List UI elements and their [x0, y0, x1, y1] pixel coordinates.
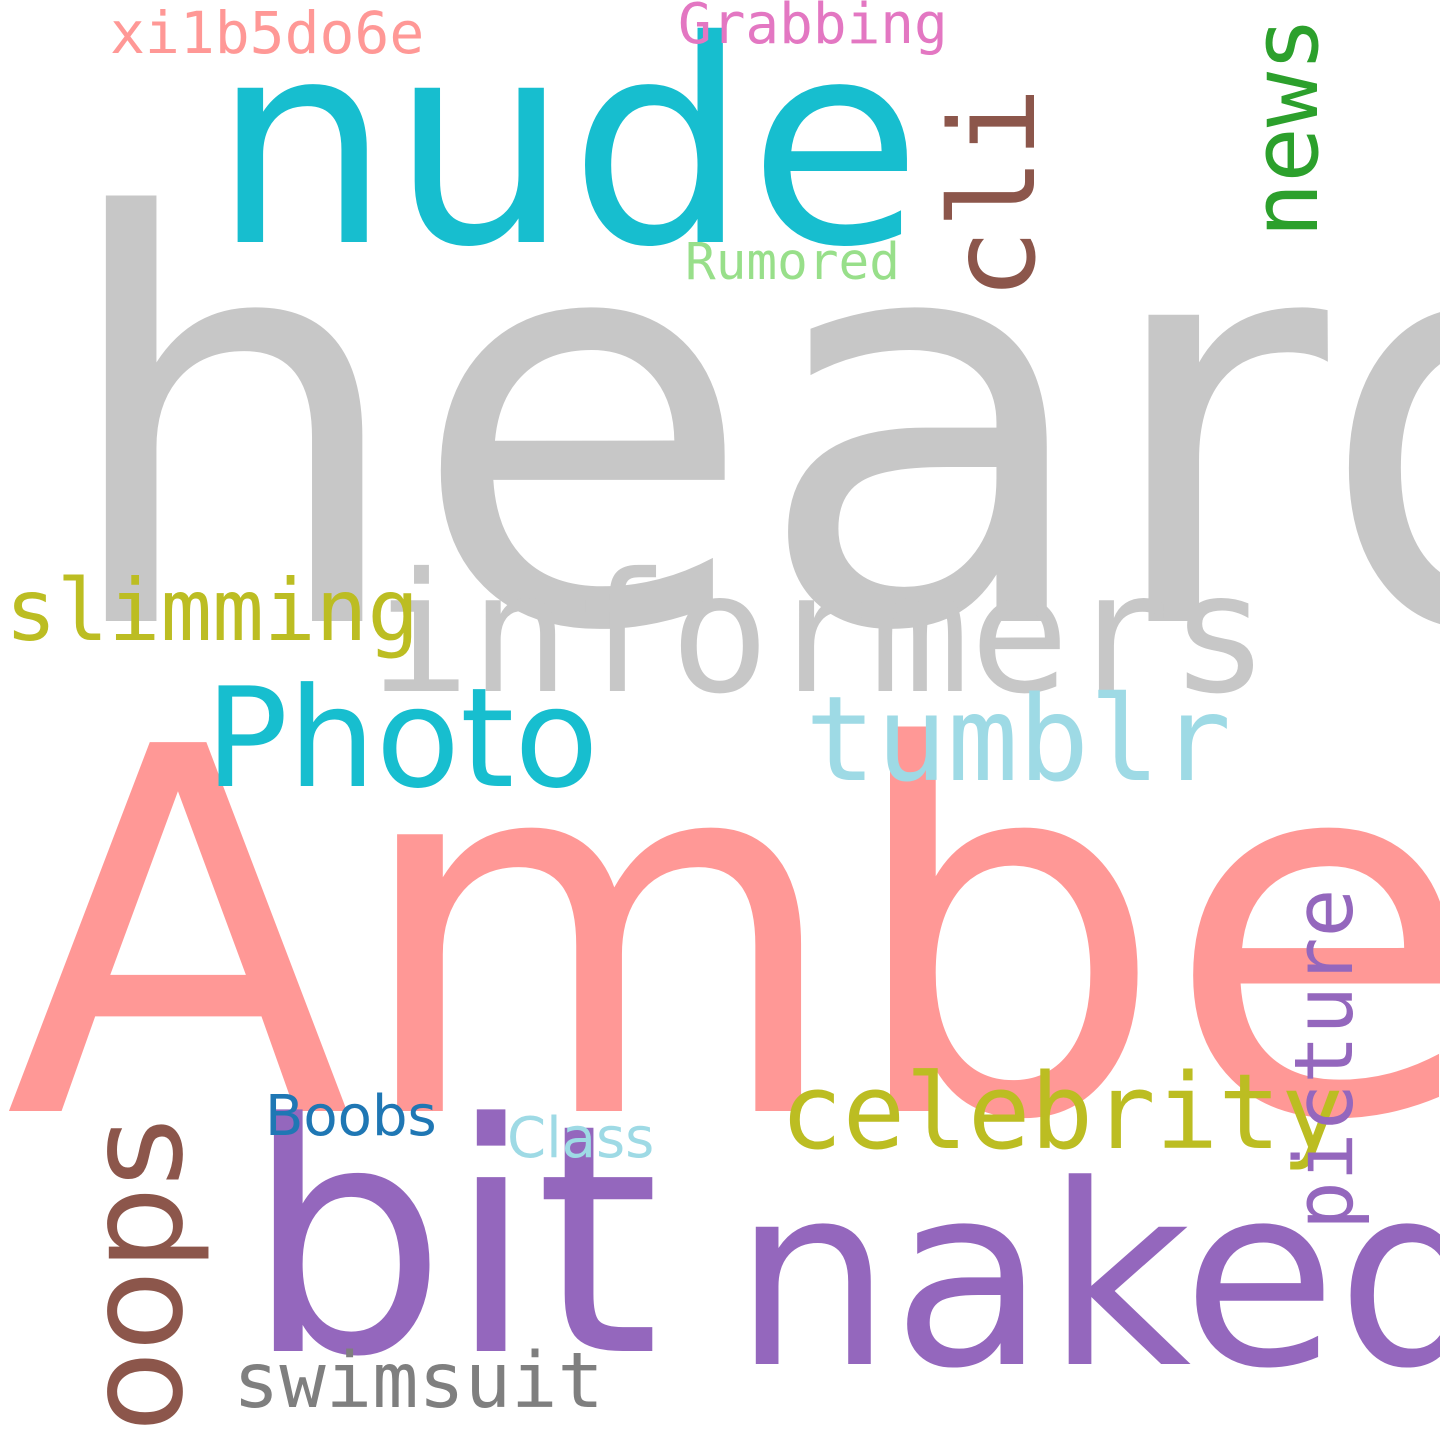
word-informers: informers [370, 538, 1270, 731]
word-celebrity: celebrity [780, 1051, 1344, 1173]
word-picture: picture [1278, 888, 1372, 1230]
word-boobs: Boobs [265, 1084, 437, 1149]
word-heard: heard [55, 102, 1440, 754]
word-swimsuit: swimsuit [233, 1337, 604, 1426]
word-photo: Photo [205, 658, 599, 819]
word-cli: cli [924, 86, 1062, 300]
word-slimming: slimming [5, 561, 420, 661]
word-nude: nude [212, 0, 922, 309]
word-bit: bit [245, 1056, 660, 1426]
word-oops: oops [59, 1117, 213, 1432]
word-tumblr: tumblr [805, 670, 1232, 808]
word-news: news [1232, 16, 1339, 238]
word-amber: Amber [5, 642, 1440, 1231]
word-class: Class [507, 1106, 655, 1171]
word-xi1b5do6e: xi1b5do6e [110, 0, 425, 67]
word-naked: naked [733, 1132, 1440, 1424]
word-rumored: Rumored [685, 233, 900, 292]
word-grabbing: Grabbing [678, 0, 948, 57]
